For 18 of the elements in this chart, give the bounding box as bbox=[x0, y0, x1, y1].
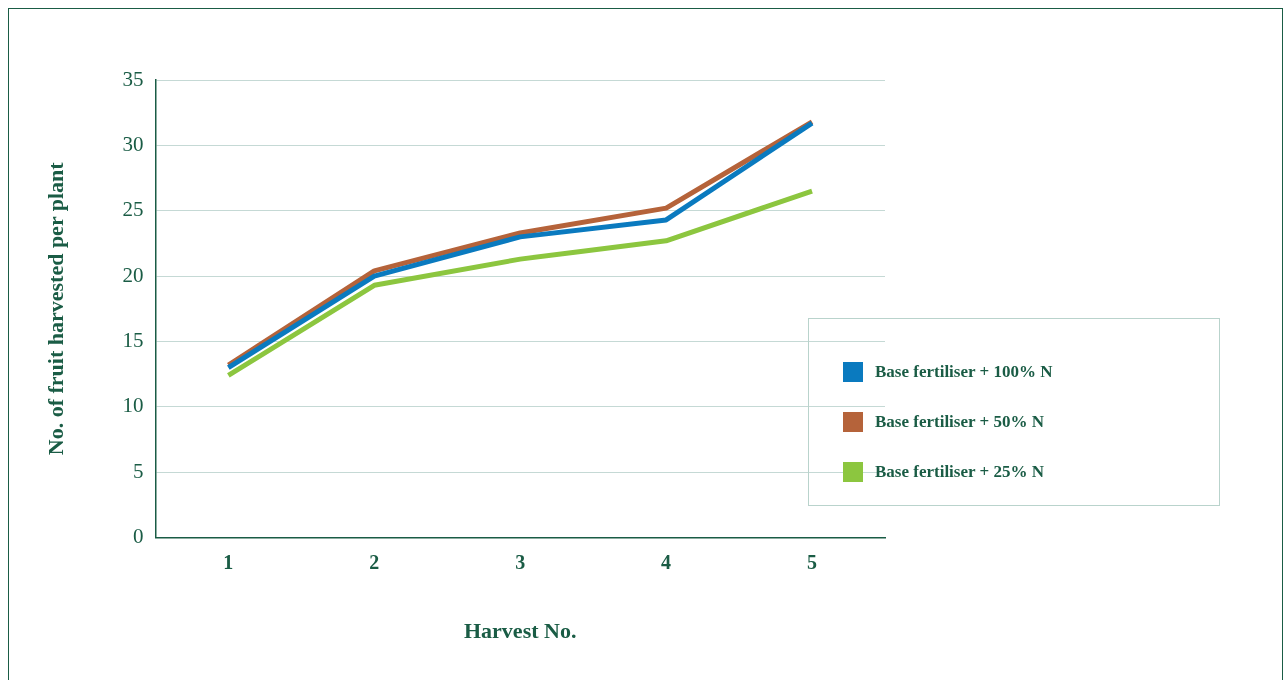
legend-label: Base fertiliser + 25% N bbox=[875, 462, 1044, 482]
y-tick-label: 30 bbox=[122, 131, 144, 156]
y-tick-label: 5 bbox=[132, 458, 144, 483]
y-tick-label: 10 bbox=[122, 393, 144, 418]
x-tick-label: 1 bbox=[223, 550, 234, 573]
x-axis-title: Harvest No. bbox=[463, 618, 577, 644]
x-tick-label: 5 bbox=[807, 550, 818, 573]
y-tick-label: 20 bbox=[122, 262, 144, 287]
y-tick-label: 0 bbox=[132, 524, 144, 549]
legend-label: Base fertiliser + 50% N bbox=[875, 412, 1044, 432]
y-tick-label: 15 bbox=[122, 328, 144, 352]
y-tick-label: 35 bbox=[122, 66, 144, 91]
x-tick-label: 2 bbox=[369, 550, 380, 573]
y-axis-title: No. of fruit harvested per plant bbox=[42, 161, 68, 456]
y-tick-label: 25 bbox=[122, 197, 144, 222]
x-tick-label: 4 bbox=[661, 550, 672, 573]
x-tick-label: 3 bbox=[515, 550, 526, 573]
legend-label: Base fertiliser + 100% N bbox=[875, 362, 1053, 382]
